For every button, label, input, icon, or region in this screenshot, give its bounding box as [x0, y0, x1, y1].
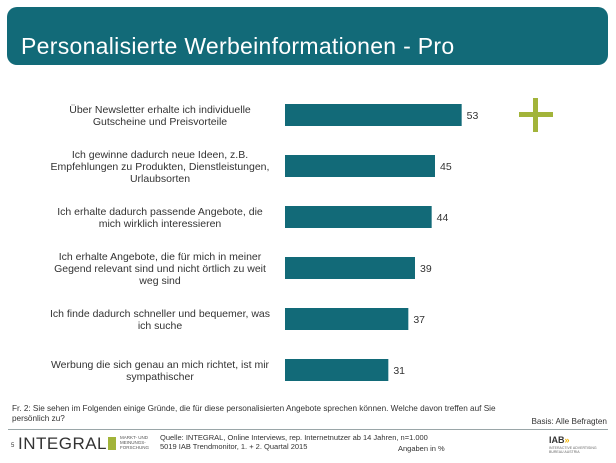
category-label-2: Ich gewinne dadurch neue Ideen, z.B. Empf… — [51, 149, 270, 185]
bar-4 — [285, 257, 415, 279]
iab-logo-text: IAB — [549, 435, 565, 445]
page-number: 5 — [11, 443, 15, 449]
source-line-1: Quelle: INTEGRAL, Online Interviews, rep… — [160, 433, 428, 442]
iab-logo: IAB» — [549, 435, 570, 445]
plus-icon — [519, 98, 553, 132]
category-label-4: Ich erhalte Angebote, die für mich in me… — [54, 251, 266, 287]
unit-label: Angaben in % — [398, 444, 445, 453]
integral-logo: INTEGRAL — [18, 434, 108, 453]
value-label-2: 45 — [440, 161, 452, 173]
iab-arrows-icon: » — [564, 435, 570, 445]
category-label-3: Ich erhalte dadurch passende Angebote, d… — [57, 206, 263, 230]
value-label-5: 37 — [413, 314, 425, 326]
basis-note: Basis: Alle Befragten — [531, 417, 607, 426]
page-title: Personalisierte Werbeinformationen - Pro — [21, 33, 455, 59]
survey-question: Fr. 2: Sie sehen im Folgenden einige Grü… — [12, 404, 496, 423]
value-label-1: 53 — [467, 110, 479, 122]
source-note: Quelle: INTEGRAL, Online Interviews, rep… — [160, 433, 428, 451]
value-label-6: 31 — [393, 365, 405, 377]
bar-2 — [285, 155, 435, 177]
category-label-6: Werbung die sich genau an mich richtet, … — [51, 359, 270, 383]
integral-logo-subtitle: MARKT- UND MEINUNGS- FORSCHUNG — [120, 435, 149, 450]
bar-chart: 53 Über Newsletter erhalte ich individuel… — [50, 104, 479, 383]
bar-3 — [285, 206, 432, 228]
category-label-1: Über Newsletter erhalte ich individuelle… — [69, 104, 251, 128]
bar-5 — [285, 308, 409, 330]
category-label-5: Ich finde dadurch schneller und bequemer… — [50, 308, 270, 332]
bar-6 — [285, 359, 389, 381]
value-label-3: 44 — [437, 212, 449, 224]
source-line-2: 5019 IAB Trendmonitor, 1. + 2. Quartal 2… — [160, 442, 308, 451]
footer-divider — [8, 429, 608, 430]
integral-logo-bar — [108, 437, 116, 450]
iab-logo-subtitle: INTERACTIVE ADVERTISING BUREAU AUSTRIA — [549, 446, 597, 454]
title-banner: Personalisierte Werbeinformationen - Pro — [7, 7, 608, 65]
value-label-4: 39 — [420, 263, 432, 275]
bar-1 — [285, 104, 462, 126]
